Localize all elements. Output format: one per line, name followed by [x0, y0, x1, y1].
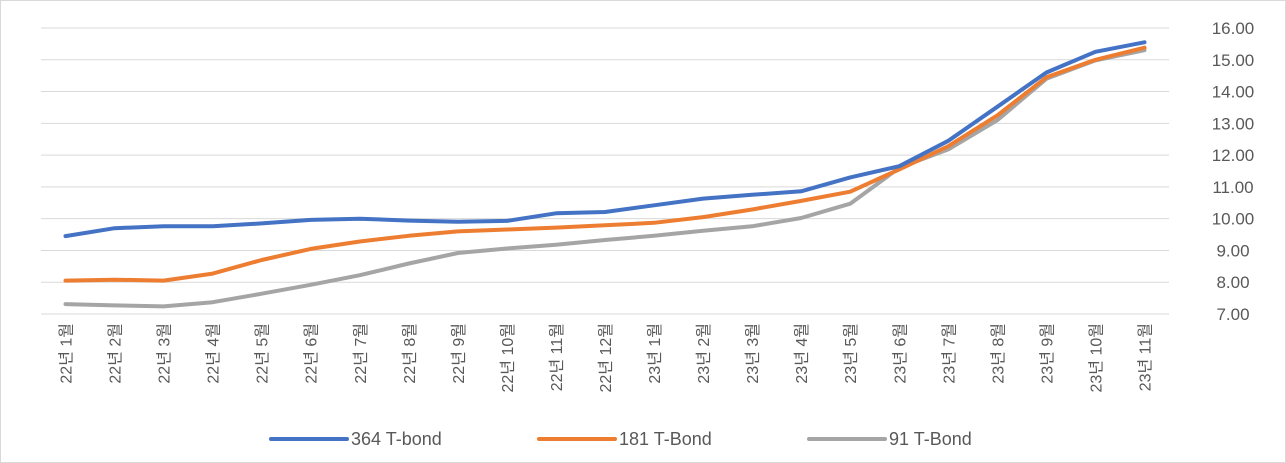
x-tick-label: 23년 5월 [842, 323, 860, 384]
series-lines [63, 40, 1147, 309]
series-line-91-t-bond [63, 48, 1147, 309]
x-tick-label: 22년 4월 [205, 323, 223, 384]
y-tick-label: 14.00 [1212, 83, 1255, 102]
y-tick-label: 11.00 [1212, 178, 1253, 197]
x-tick-label: 23년 2월 [695, 323, 713, 384]
x-tick-label: 22년 7월 [352, 323, 370, 384]
x-tick-label: 22년 2월 [107, 323, 125, 384]
legend-label: 364 T-bond [351, 429, 442, 449]
y-tick-label: 10.00 [1212, 210, 1255, 229]
x-tick-label: 23년 4월 [793, 323, 811, 384]
x-tick-label: 23년 10월 [1087, 323, 1105, 392]
y-tick-label: 13.00 [1212, 114, 1255, 133]
x-tick-label: 22년 6월 [303, 323, 321, 384]
y-tick-label: 15.00 [1212, 51, 1255, 70]
series-line-364-t-bond [63, 40, 1147, 239]
x-tick-label: 23년 6월 [891, 323, 909, 384]
series-line-181-t-bond [63, 45, 1147, 283]
x-tick-label: 22년 5월 [254, 323, 272, 384]
x-tick-label: 23년 1월 [646, 323, 664, 384]
legend: 364 T-bond 181 T-Bond 91 T-Bond [269, 429, 972, 449]
x-tick-label: 23년 3월 [744, 323, 762, 384]
x-tick-label: 23년 11월 [1136, 323, 1154, 391]
x-tick-label: 22년 9월 [450, 323, 468, 384]
y-tick-label: 9.00 [1216, 241, 1249, 260]
x-axis-ticks: 22년 1월 22년 2월 22년 3월 22년 4월 22년 5월 22년 6월 22년 … [58, 323, 1155, 392]
x-tick-label: 22년 11월 [548, 323, 566, 391]
y-axis-ticks: 7.00 8.00 9.00 10.00 11.00 12.00 13.00 14.00 15.… [1212, 19, 1255, 324]
x-tick-label: 23년 8월 [989, 323, 1007, 384]
x-tick-label: 22년 12월 [597, 323, 615, 392]
gridlines [41, 27, 1169, 315]
y-tick-label: 16.00 [1212, 19, 1255, 38]
x-tick-label: 22년 8월 [401, 323, 419, 384]
x-tick-label: 23년 7월 [940, 323, 958, 384]
legend-label: 181 T-Bond [619, 429, 712, 449]
x-tick-label: 22년 10월 [499, 323, 517, 392]
y-tick-label: 7.00 [1216, 305, 1249, 324]
y-tick-label: 8.00 [1216, 273, 1249, 292]
x-tick-label: 22년 3월 [156, 323, 174, 384]
x-tick-label: 23년 9월 [1038, 323, 1056, 384]
x-tick-label: 22년 1월 [58, 323, 76, 384]
legend-label: 91 T-Bond [889, 429, 972, 449]
y-tick-label: 12.00 [1212, 146, 1255, 165]
